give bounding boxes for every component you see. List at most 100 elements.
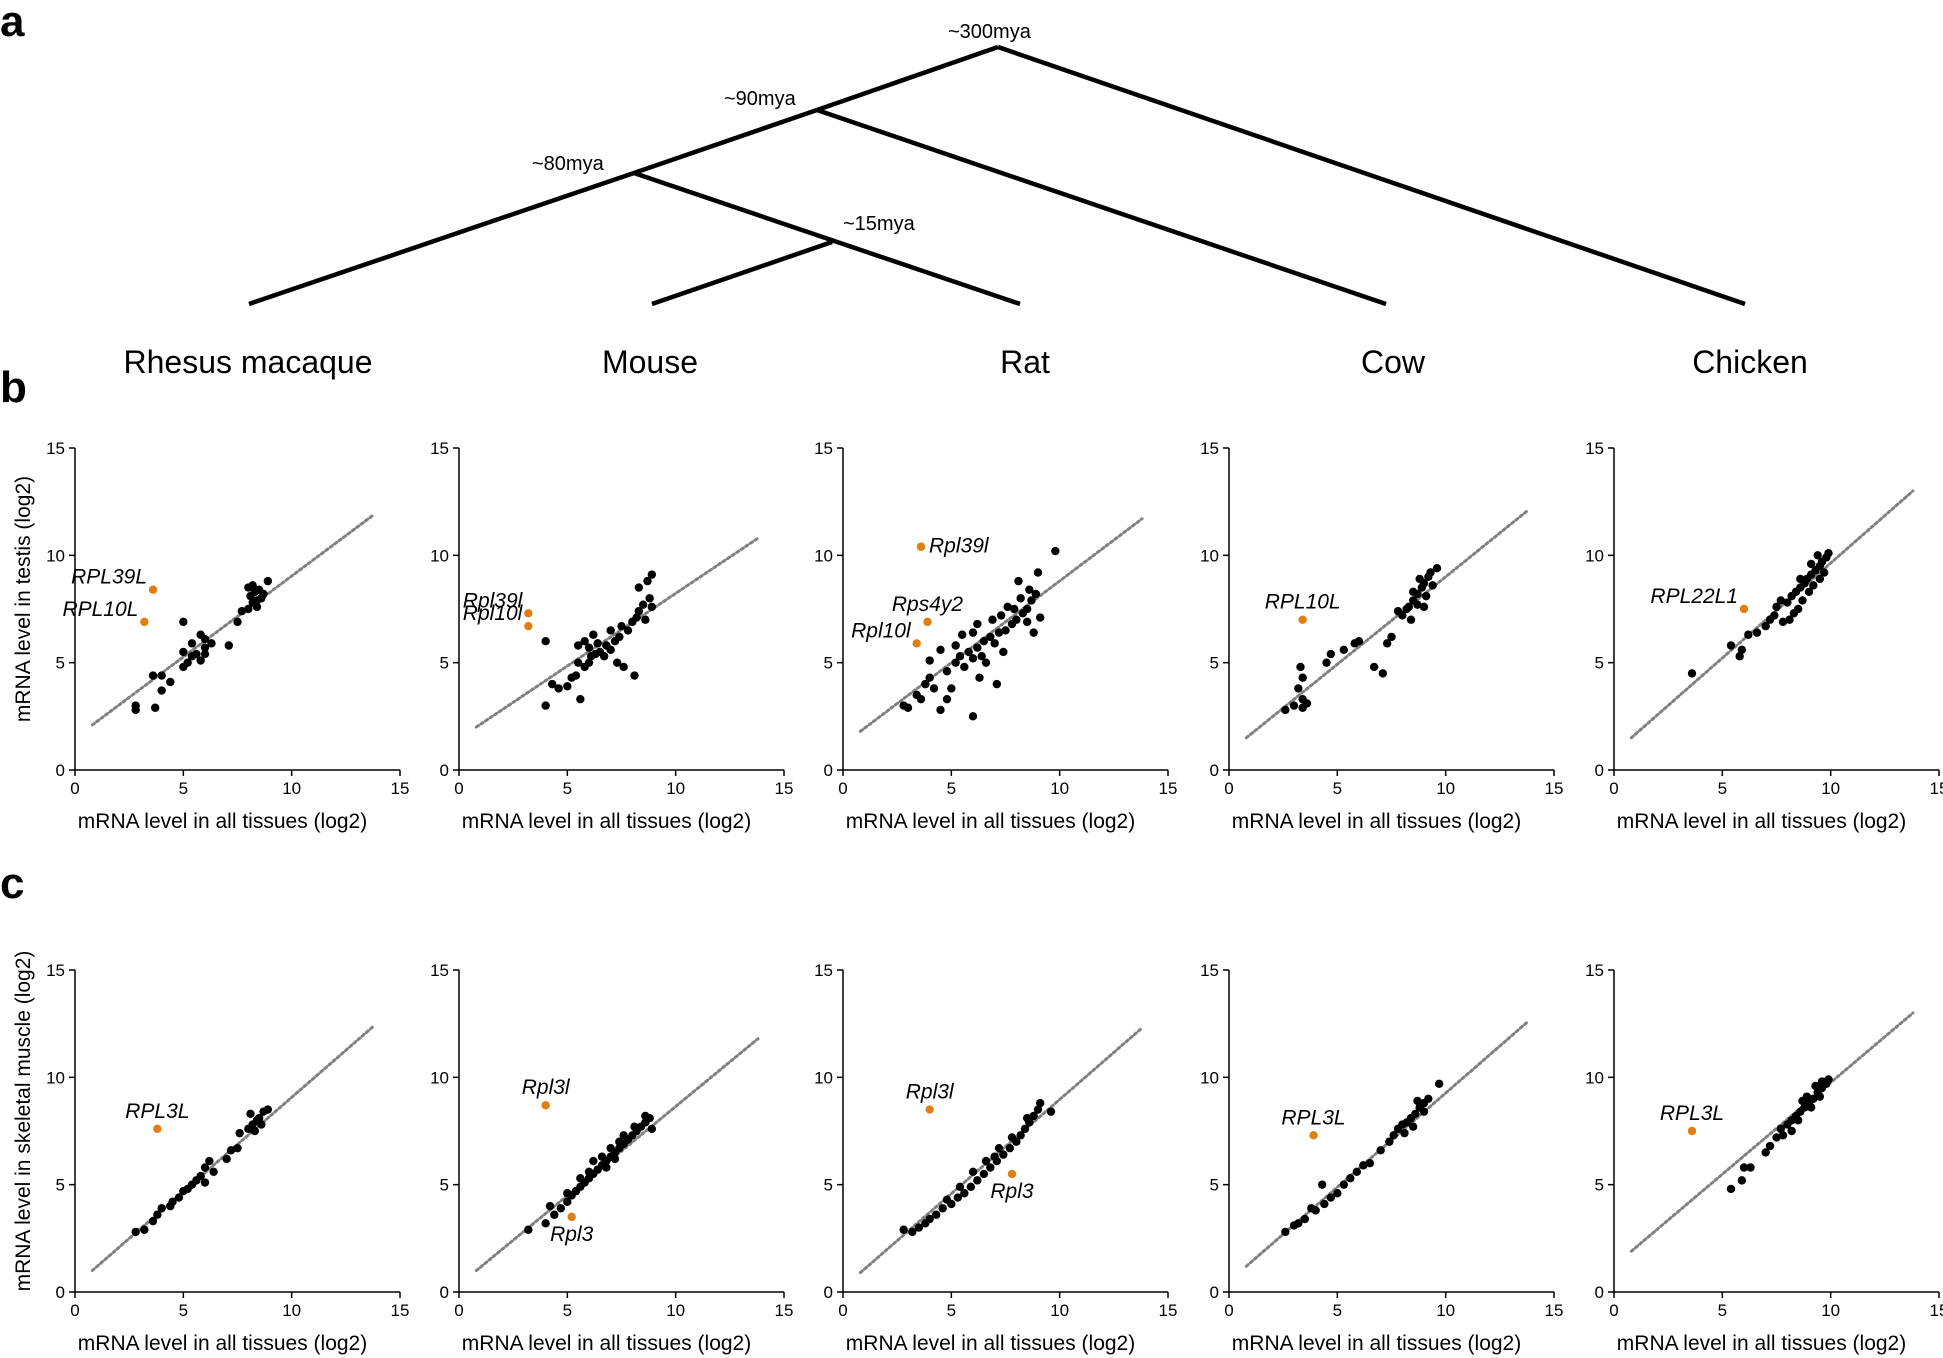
y-tick-label: 10 <box>430 1068 449 1087</box>
highlight-label: RPL3L <box>1660 1102 1724 1125</box>
data-point <box>263 1105 273 1114</box>
data-point <box>244 604 253 614</box>
highlight-label: Rps4y2 <box>892 593 964 616</box>
x-tick-label: 15 <box>1545 779 1564 798</box>
y-tick-label: 5 <box>824 654 833 673</box>
x-tick-label: 15 <box>1159 779 1178 798</box>
y-tick-label: 10 <box>46 546 65 565</box>
data-point <box>179 647 188 657</box>
data-point <box>1029 1111 1038 1121</box>
diagonal-line <box>474 536 760 729</box>
y-tick-label: 0 <box>824 1283 833 1302</box>
data-point <box>1687 669 1697 678</box>
data-point <box>1369 662 1379 672</box>
data-point <box>545 1201 555 1211</box>
x-axis-label: mRNA level in all tissues (log2) <box>462 1332 751 1355</box>
data-point <box>1359 1161 1368 1170</box>
data-point <box>925 673 934 682</box>
data-point <box>619 1131 628 1140</box>
data-point <box>955 1182 965 1192</box>
x-tick-label: 15 <box>391 779 410 798</box>
species-label: Cow <box>1361 344 1426 380</box>
x-tick-label: 10 <box>282 1301 301 1320</box>
data-point <box>1793 1116 1803 1125</box>
data-point <box>224 641 234 650</box>
data-point <box>979 637 989 646</box>
data-point <box>1817 1077 1827 1086</box>
data-point <box>1419 602 1429 612</box>
x-axis-label: mRNA level in all tissues (log2) <box>1617 1332 1906 1355</box>
diagonal-line <box>1244 508 1530 740</box>
y-tick-label: 5 <box>1210 1176 1219 1195</box>
data-point <box>988 615 997 624</box>
data-point <box>966 1182 976 1192</box>
data-point <box>235 1128 244 1138</box>
data-point <box>1382 639 1392 648</box>
data-point <box>1378 669 1388 678</box>
data-point <box>524 1225 533 1234</box>
data-point <box>131 1227 140 1237</box>
data-point <box>200 649 210 659</box>
data-point <box>1809 581 1818 590</box>
highlight-point <box>1007 1169 1017 1179</box>
data-point <box>623 626 633 635</box>
data-point <box>617 621 626 631</box>
y-axis-label: mRNA level in skeletal muscle (log2) <box>12 951 35 1292</box>
data-point <box>1385 1137 1394 1146</box>
panel-label-b: b <box>0 363 27 412</box>
data-point <box>1746 1163 1755 1172</box>
data-point <box>1415 574 1424 584</box>
data-point <box>936 705 945 715</box>
x-tick-label: 10 <box>1050 779 1069 798</box>
data-point <box>1025 585 1034 594</box>
data-point <box>990 1152 999 1161</box>
data-point <box>254 1113 264 1123</box>
data-point <box>541 637 550 646</box>
data-point <box>936 645 945 654</box>
data-point <box>947 684 956 693</box>
data-point <box>1027 596 1036 605</box>
data-point <box>903 703 913 712</box>
data-point <box>1413 1096 1422 1106</box>
panel-label-c: c <box>0 859 24 908</box>
data-point <box>975 673 984 682</box>
data-point <box>1365 1159 1375 1168</box>
data-point <box>1432 564 1442 573</box>
data-point <box>1796 574 1805 584</box>
panel-label-a: a <box>0 0 25 46</box>
highlight-point <box>1739 604 1749 614</box>
y-tick-label: 0 <box>56 1283 65 1302</box>
data-point <box>573 658 583 667</box>
data-point <box>1298 673 1307 682</box>
data-point <box>638 600 648 609</box>
data-point <box>1009 604 1019 614</box>
data-point <box>1033 1105 1043 1114</box>
data-point <box>1419 1107 1429 1116</box>
data-point <box>1406 615 1416 624</box>
data-point <box>192 649 201 659</box>
y-tick-label: 5 <box>1595 1176 1604 1195</box>
data-point <box>1320 1199 1329 1209</box>
data-point <box>643 576 652 586</box>
highlight-point <box>1309 1131 1318 1140</box>
data-point <box>925 656 934 665</box>
data-point <box>630 1122 639 1131</box>
data-point <box>157 671 166 680</box>
x-tick-label: 15 <box>1930 779 1943 798</box>
data-point <box>1014 576 1023 586</box>
data-point <box>541 1219 550 1228</box>
data-point <box>1806 1103 1816 1112</box>
y-tick-label: 15 <box>46 961 65 980</box>
data-point <box>632 613 641 622</box>
data-point <box>168 1197 177 1207</box>
data-point <box>1798 1096 1807 1106</box>
data-point <box>994 628 1004 637</box>
data-point <box>1035 1098 1045 1108</box>
tree-branch <box>997 44 1746 307</box>
divergence-label: ~15mya <box>843 213 916 235</box>
data-point <box>973 643 982 652</box>
x-tick-label: 0 <box>1609 1301 1618 1320</box>
x-tick-label: 10 <box>1436 1301 1455 1320</box>
highlight-label: RPL39L <box>71 566 147 589</box>
data-point <box>981 1156 991 1166</box>
